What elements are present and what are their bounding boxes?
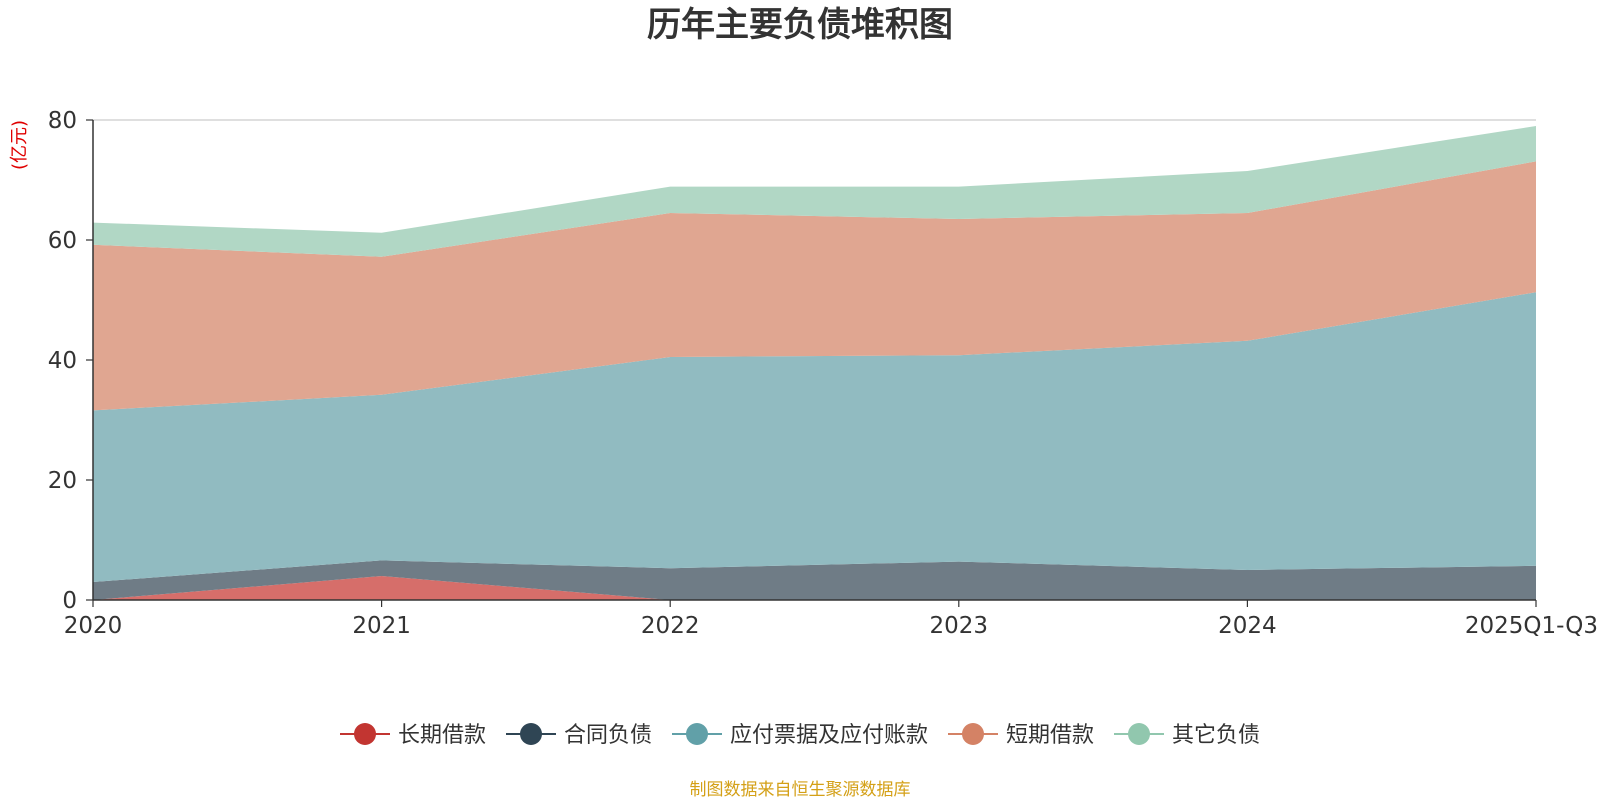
- legend-label: 应付票据及应付账款: [730, 723, 928, 748]
- area-series-3: [93, 161, 1536, 411]
- legend-label: 长期借款: [398, 723, 486, 748]
- y-tick-label: 40: [48, 348, 77, 374]
- y-axis-unit: (亿元): [9, 120, 30, 170]
- legend-item-3[interactable]: 短期借款: [948, 723, 1094, 748]
- x-tick-label: 2021: [352, 613, 411, 639]
- legend-label: 合同负债: [564, 723, 652, 748]
- legend: 长期借款 合同负债 应付票据及应付账款 短期借款 其它负债: [340, 723, 1260, 748]
- y-tick-label: 60: [48, 228, 77, 254]
- area-series-1: [93, 560, 1536, 600]
- area-series-2: [93, 292, 1536, 582]
- x-tick-label: 2022: [641, 613, 700, 639]
- legend-label: 其它负债: [1172, 723, 1260, 748]
- y-tick-label: 80: [48, 108, 77, 134]
- y-tick-label: 20: [48, 468, 77, 494]
- data-source-note: 制图数据来自恒生聚源数据库: [690, 780, 911, 800]
- axes: 0 20 40 60 80 2020 2021 2022 2023 2024 2025Q1-Q3: [48, 108, 1598, 639]
- x-tick-label: 2025Q1-Q3: [1465, 613, 1598, 639]
- legend-item-2[interactable]: 应付票据及应付账款: [672, 723, 928, 748]
- series-areas: [93, 126, 1536, 600]
- area-series-4: [93, 126, 1536, 257]
- x-tick-label: 2023: [930, 613, 989, 639]
- y-tick-label: 0: [62, 588, 77, 614]
- legend-item-4[interactable]: 其它负债: [1114, 723, 1260, 748]
- legend-circle-icon: [354, 723, 376, 745]
- legend-item-0[interactable]: 长期借款: [340, 723, 486, 748]
- x-tick-label: 2020: [64, 613, 123, 639]
- legend-circle-icon: [962, 723, 984, 745]
- x-tick-label: 2024: [1218, 613, 1277, 639]
- legend-circle-icon: [1128, 723, 1150, 745]
- legend-item-1[interactable]: 合同负债: [506, 723, 652, 748]
- chart-title: 历年主要负债堆积图: [647, 5, 953, 45]
- legend-circle-icon: [520, 723, 542, 745]
- legend-label: 短期借款: [1006, 723, 1094, 748]
- legend-circle-icon: [686, 723, 708, 745]
